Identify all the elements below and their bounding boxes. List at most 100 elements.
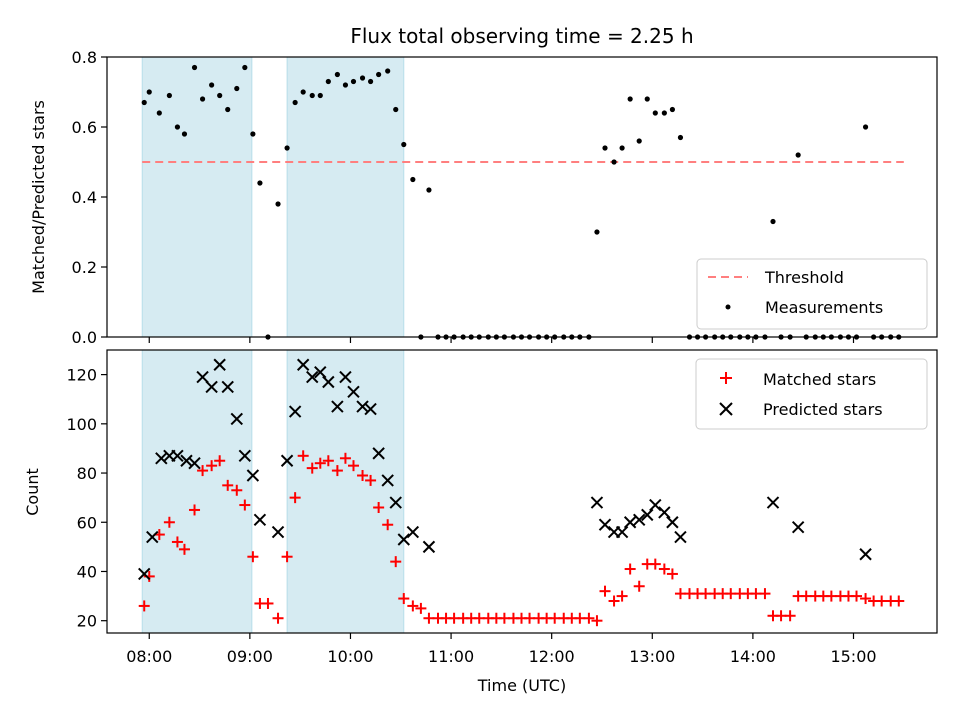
count-legend: Matched stars Predicted stars [695,358,928,430]
measurement-point [410,176,416,183]
count-ytick-label: 80 [77,464,97,483]
predicted-star-point [288,405,302,418]
matched-star-point [206,460,218,472]
measurement-point [385,68,391,74]
matched-star-point [608,595,620,607]
count-ytick-label: 40 [77,562,97,581]
matched-star-point [784,610,796,622]
matched-star-point [272,612,284,624]
matched-star-point [893,595,905,607]
xtick-label: 15:00 [830,647,876,666]
measurement-point [677,134,684,141]
matched-legend-swatch [720,372,732,384]
measurement-point [141,99,147,106]
measurement-point [242,64,248,71]
predicted-star-point [271,525,285,539]
predicted-star-point [649,498,662,512]
matched-star-point [649,558,661,570]
predicted-legend-swatch [719,402,733,416]
predicted-star-point [381,474,394,487]
measurement-point [257,180,263,186]
matched-star-point [658,563,670,575]
ratio-shaded-interval-0 [141,56,253,338]
measurement-point [217,92,223,99]
predicted-star-point [666,516,679,529]
predicted-star-point [372,447,385,460]
measurement-point [393,106,399,113]
measurement-point [636,138,642,144]
ratio-shaded-interval-1 [286,56,405,338]
measurement-point [367,78,374,85]
count-ytick-label: 60 [77,513,97,532]
predicted-star-point [331,400,344,413]
matched-star-point [189,504,201,516]
measurement-point [234,85,240,92]
measurement-point [862,124,869,130]
matched-star-point [347,460,359,472]
predicted-star-point [791,520,805,534]
predicted-star-point [389,496,402,509]
matched-star-point [239,499,251,511]
predicted-star-point [246,469,260,482]
ratio-ytick-label: 0.8 [72,48,97,67]
threshold-legend-label: Threshold [764,268,844,287]
matched-star-point [289,492,301,504]
measurement-point [292,99,298,106]
measurement-point [426,187,432,193]
predicted-star-point [280,454,294,467]
predicted-star-point [138,567,151,581]
predicted-star-point [406,525,420,539]
measurement-point [644,96,650,102]
measurement-point [156,110,162,116]
count-ytick-label: 20 [77,612,97,631]
count-shaded-interval-1 [286,349,405,634]
measurement-point [342,82,349,88]
measurement-point [619,145,625,151]
measurement-point [209,82,215,88]
count-shaded-interval-0 [141,349,253,634]
count-y-axis-label: Count [23,468,42,516]
matched-star-point [262,597,274,609]
predicted-star-point [146,530,159,544]
matched-star-point [666,568,678,580]
matched-star-point [306,462,318,474]
measurement-point [225,106,231,113]
predicted-star-point [230,412,243,426]
matched-star-point [357,470,369,482]
matched-star-point [297,450,309,462]
matched-star-point [851,590,863,602]
predicted-star-point [306,370,319,384]
predicted-star-point [155,452,168,465]
ratio-x-ticks [148,337,855,343]
measurement-point [191,64,198,71]
matched-star-point [197,465,209,477]
matched-star-point [398,593,410,605]
measurement-point [325,78,331,85]
xtick-label: 08:00 [126,647,172,666]
measurement-point [652,110,658,116]
matched-star-point [365,474,377,486]
matched-star-point [163,516,175,528]
matched-star-point [390,556,402,568]
predicted-star-point [859,548,872,561]
measurement-point [199,96,206,102]
ratio-ytick-label: 0.6 [72,118,97,137]
predicted-star-point [641,508,654,522]
measurement-point [795,152,801,158]
matched-star-point [633,580,645,592]
predicted-star-point [296,358,310,371]
measurement-point [275,201,281,207]
predicted-star-point [356,400,369,413]
chart-title: Flux total observing time = 2.25 h [350,24,693,48]
predicted-star-point [171,449,184,463]
ratio-panel: 0.00.20.40.60.8 Matched/Predicted stars … [29,48,938,347]
matched-star-point [214,455,226,467]
ratio-ytick-label: 0.2 [72,258,97,277]
predicted-star-point [674,530,687,544]
matched-star-point [222,479,234,491]
predicted-star-point [253,513,267,527]
ratio-legend-box [696,258,928,330]
measurement-points [141,64,902,340]
measurement-point [146,89,152,95]
count-plot-frame [106,349,938,634]
